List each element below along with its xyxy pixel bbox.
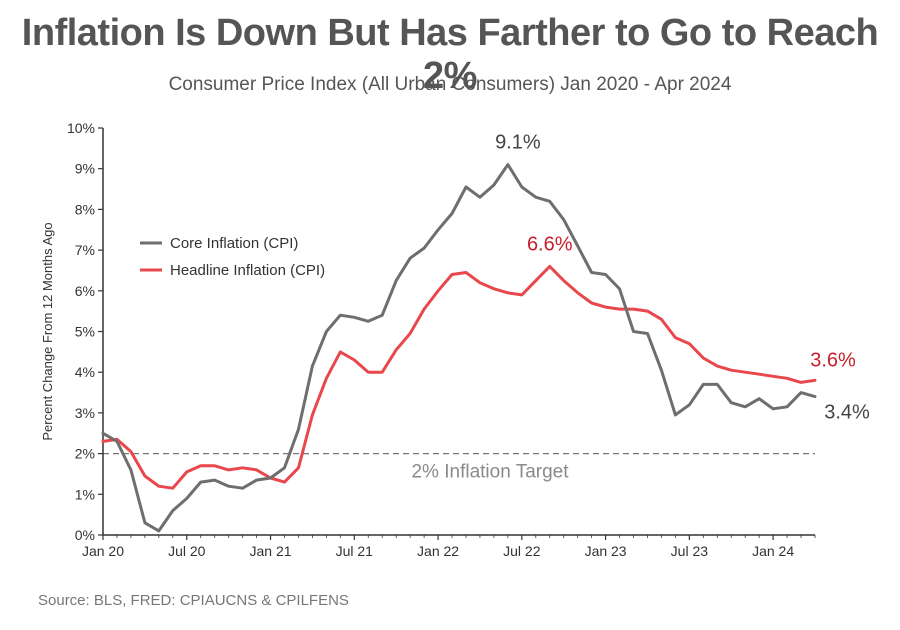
y-axis-label: Percent Change From 12 Months Ago <box>40 222 55 440</box>
y-tick-label: 5% <box>75 324 95 340</box>
x-tick-label: Jan 21 <box>250 543 292 559</box>
headline-legend-label: Headline Inflation (CPI) <box>170 262 325 279</box>
legend: Core Inflation (CPI) Headline Inflation (… <box>140 235 325 279</box>
target-line-label: 2% Inflation Target <box>411 462 569 483</box>
axis-layer: 0% 1% 2% 3% 4% 5% 6% 7% 8% 9% 10% Jan 20 Jul 20 Jan 2… <box>40 120 816 559</box>
core-annotation: 3.4% <box>824 402 870 424</box>
x-tick-label: Jul 20 <box>168 543 206 559</box>
y-tick-label: 10% <box>67 120 95 136</box>
x-tick-label: Jul 23 <box>671 543 709 559</box>
headline-inflation-line <box>101 264 817 490</box>
core-annotation: 9.1% <box>495 132 541 154</box>
chart-subtitle: Consumer Price Index (All Urban Consumer… <box>168 74 732 95</box>
y-tick-label: 6% <box>75 283 95 299</box>
core-legend-label: Core Inflation (CPI) <box>170 235 298 252</box>
y-tick-label: 0% <box>75 527 95 543</box>
series-layer <box>101 163 817 533</box>
x-tick-label: Jan 22 <box>417 543 459 559</box>
reference-layer: 2% Inflation Target <box>103 452 815 483</box>
source-note: Source: BLS, FRED: CPIAUCNS & CPILFENS <box>38 592 349 609</box>
y-tick-label: 4% <box>75 364 95 380</box>
x-tick-label: Jul 22 <box>503 543 541 559</box>
chart-title: Inflation Is Down But Has Farther to Go … <box>21 12 879 97</box>
y-tick-label: 3% <box>75 405 95 421</box>
y-tick-label: 8% <box>75 201 95 217</box>
y-tick-label: 7% <box>75 242 95 258</box>
y-tick-label: 9% <box>75 161 95 177</box>
y-tick-label: 1% <box>75 486 95 502</box>
headline-annotation: 6.6% <box>527 233 573 255</box>
core-inflation-line <box>101 163 817 533</box>
annotation-layer: 9.1% 6.6% 3.6% 3.4% <box>495 132 870 424</box>
x-tick-label: Jul 21 <box>336 543 374 559</box>
x-tick-label: Jan 20 <box>82 543 124 559</box>
headline-annotation: 3.6% <box>810 349 856 371</box>
y-tick-label: 2% <box>75 446 95 462</box>
x-tick-label: Jan 24 <box>752 543 794 559</box>
x-tick-label: Jan 23 <box>585 543 627 559</box>
